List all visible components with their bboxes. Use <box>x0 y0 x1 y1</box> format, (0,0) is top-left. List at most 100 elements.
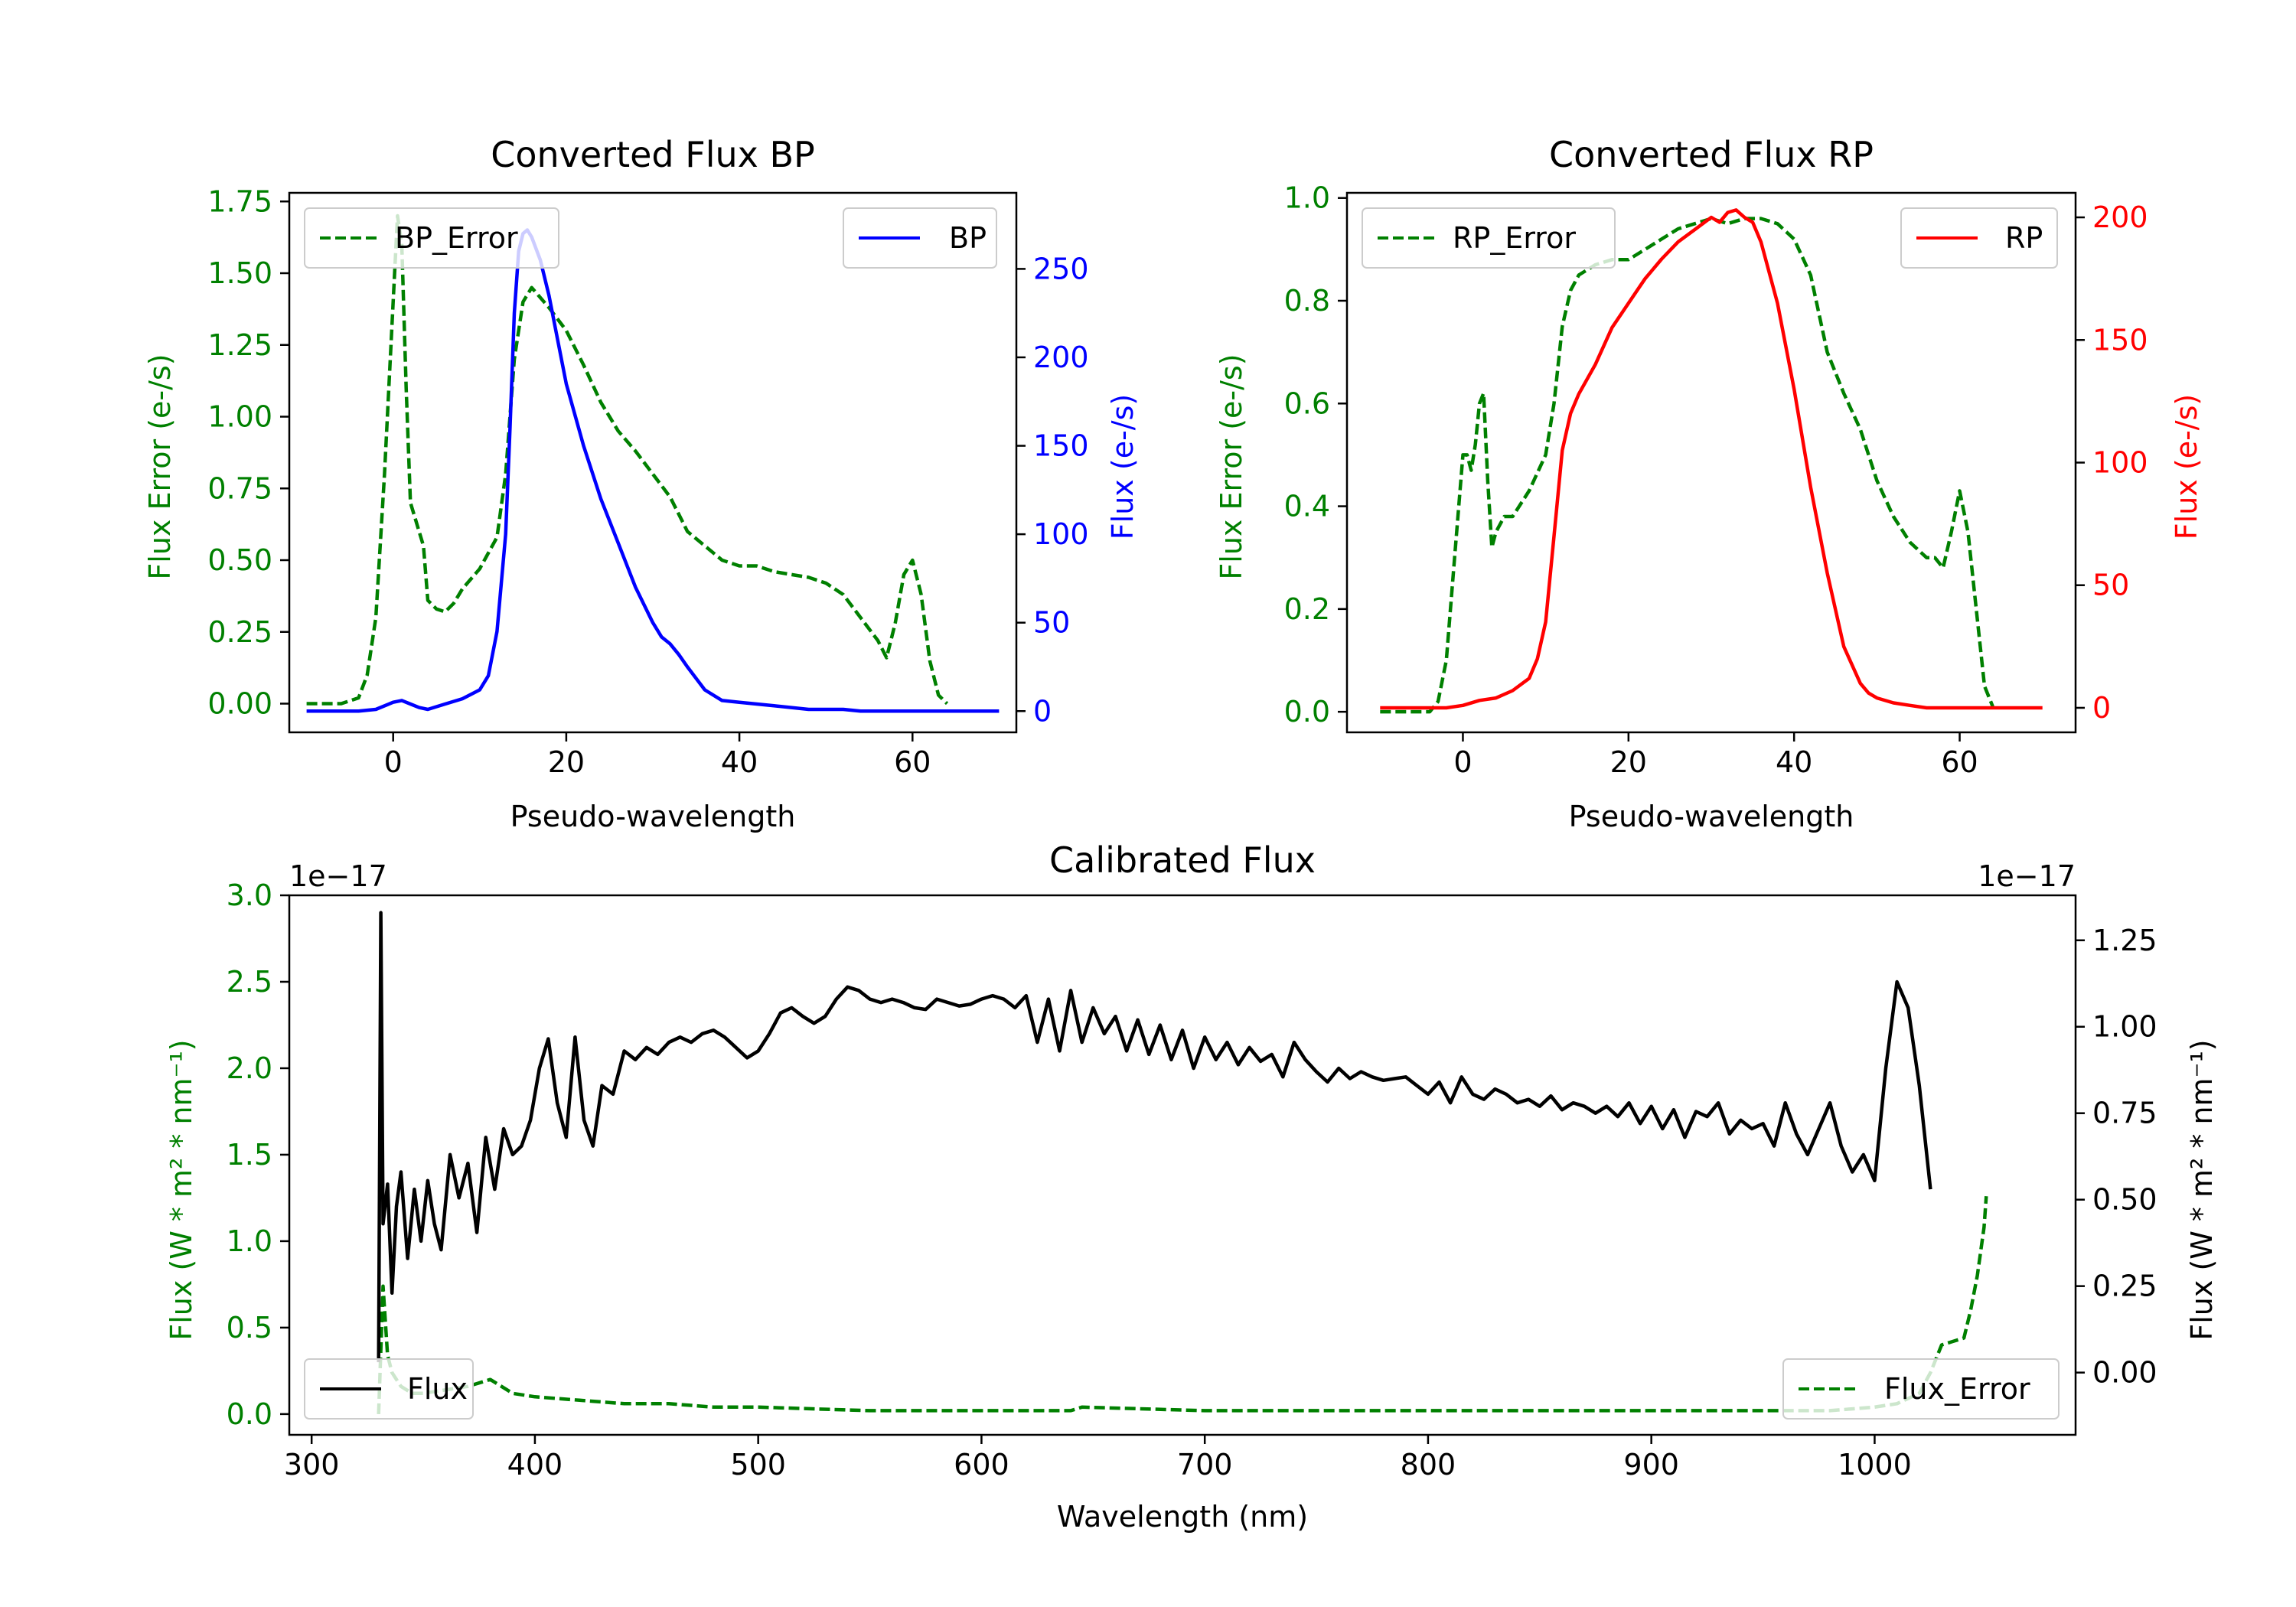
rp-legend-right-label: RP <box>2005 221 2043 255</box>
rp-xticks: 0 20 40 60 <box>1453 732 1978 779</box>
rp-yticks-right: 0 50 100 150 200 <box>2076 200 2148 725</box>
cal-xtick-label-5: 800 <box>1401 1448 1456 1482</box>
cal-xticks: 300 400 500 600 700 800 900 1000 <box>284 1435 1912 1482</box>
bp-xtick-label-1: 20 <box>548 745 585 779</box>
rp-ytick-left-label-5: 1.0 <box>1284 181 1330 215</box>
cal-xtick-label-6: 900 <box>1623 1448 1679 1482</box>
rp-xtick-label-3: 60 <box>1941 745 1978 779</box>
rp-ytick-right-label-4: 200 <box>2092 200 2148 234</box>
bp-legend-left-label: BP_Error <box>395 221 518 255</box>
cal-axes-frame <box>288 894 2077 1436</box>
rp-ytick-left-label-3: 0.6 <box>1284 386 1330 420</box>
rp-plot-area <box>1380 208 2043 714</box>
cal-xtick-label-0: 300 <box>284 1448 340 1482</box>
rp-flux-line <box>1380 208 2043 710</box>
bp-ytick-left-label-7: 1.75 <box>207 184 272 218</box>
bp-flux-line <box>306 228 1000 713</box>
bp-ytick-right-label-4: 200 <box>1033 341 1089 374</box>
bp-ytick-left-label-5: 1.25 <box>207 328 272 362</box>
cal-xlabel: Wavelength (nm) <box>1057 1500 1308 1534</box>
rp-ytick-left-label-2: 0.4 <box>1284 490 1330 523</box>
rp-ytick-right-label-2: 100 <box>2092 446 2148 480</box>
bp-ytick-left-label-4: 1.00 <box>207 400 272 434</box>
cal-ytick-left-label-6: 3.0 <box>227 878 272 912</box>
cal-xtick-label-7: 1000 <box>1838 1448 1912 1482</box>
cal-ytick-left-label-3: 1.5 <box>227 1138 272 1172</box>
cal-legend-right: Flux_Error <box>1782 1358 2060 1420</box>
cal-yticks-left: 0.0 0.5 1.0 1.5 2.0 2.5 3.0 <box>227 878 289 1431</box>
rp-ytick-left-label-0: 0.0 <box>1284 695 1330 729</box>
cal-xtick-label-3: 600 <box>954 1448 1009 1482</box>
bp-ytick-left-label-3: 0.75 <box>207 471 272 505</box>
bp-title: Converted Flux BP <box>491 134 815 175</box>
rp-ylabel-right: Flux (e-/s) <box>2170 394 2203 539</box>
cal-title: Calibrated Flux <box>1049 839 1316 881</box>
cal-ytick-left-label-4: 2.0 <box>227 1051 272 1085</box>
bp-ytick-left-label-6: 1.50 <box>207 256 272 290</box>
rp-ytick-left-label-1: 0.2 <box>1284 592 1330 626</box>
bp-error-line <box>306 214 949 706</box>
cal-ylabel-right: Flux (W * m² * nm⁻¹) <box>2185 1039 2219 1340</box>
rp-ylabel-left: Flux Error (e-/s) <box>1215 354 1248 579</box>
rp-ytick-left-label-4: 0.8 <box>1284 284 1330 318</box>
bp-xticks: 0 20 40 60 <box>384 732 931 779</box>
bp-xtick-label-2: 40 <box>721 745 758 779</box>
rp-xlabel: Pseudo-wavelength <box>1569 800 1854 833</box>
rp-legend-right-box <box>1900 207 2058 269</box>
bp-legend-right: BP <box>843 207 997 269</box>
cal-ytick-right-label-2: 0.50 <box>2092 1183 2157 1217</box>
rp-error-line <box>1380 217 1994 714</box>
bp-ytick-right-label-0: 0 <box>1033 694 1052 728</box>
rp-title: Converted Flux RP <box>1549 134 1874 175</box>
bp-legend-left: BP_Error <box>304 207 559 269</box>
cal-offset-left: 1e−17 <box>289 859 387 893</box>
cal-ylabel-left: Flux (W * m² * nm⁻¹) <box>165 1039 198 1340</box>
bp-ytick-left-label-1: 0.25 <box>207 615 272 649</box>
rp-ytick-right-label-1: 50 <box>2092 569 2129 602</box>
rp-yticks-left: 0.0 0.2 0.4 0.6 0.8 1.0 <box>1284 181 1347 729</box>
cal-ytick-right-label-1: 0.25 <box>2092 1270 2157 1303</box>
cal-xtick-label-1: 400 <box>507 1448 563 1482</box>
rp-ytick-right-label-3: 150 <box>2092 323 2148 357</box>
bp-ytick-left-label-0: 0.00 <box>207 687 272 721</box>
rp-legend-left-label: RP_Error <box>1453 221 1576 255</box>
bp-panel: Converted Flux BP Pseudo-wavelength Flux… <box>143 134 1140 833</box>
rp-legend-left: RP_Error <box>1362 207 1616 269</box>
bp-ylabel-right: Flux (e-/s) <box>1106 394 1140 539</box>
cal-ytick-right-label-4: 1.00 <box>2092 1010 2157 1044</box>
cal-ytick-left-label-5: 2.5 <box>227 965 272 999</box>
cal-ytick-left-label-0: 0.0 <box>227 1397 272 1431</box>
bp-xtick-label-0: 0 <box>384 745 403 779</box>
bp-legend-right-label: BP <box>949 221 987 255</box>
bp-ytick-right-label-1: 50 <box>1033 606 1070 640</box>
cal-flux-line <box>377 911 1932 1363</box>
cal-legend-left-label: Flux <box>407 1372 468 1406</box>
cal-yticks-right: 0.00 0.25 0.50 0.75 1.00 1.25 <box>2076 924 2157 1390</box>
bp-ytick-right-label-3: 150 <box>1033 429 1089 463</box>
bp-xtick-label-3: 60 <box>894 745 931 779</box>
bp-ytick-right-label-2: 100 <box>1033 517 1089 551</box>
cal-ytick-right-label-5: 1.25 <box>2092 924 2157 957</box>
bp-plot-area <box>306 214 1000 713</box>
rp-legend-right: RP <box>1900 207 2058 269</box>
cal-legend-left-box <box>304 1358 474 1420</box>
rp-xtick-label-0: 0 <box>1453 745 1472 779</box>
rp-panel: Converted Flux RP Pseudo-wavelength Flux… <box>1215 134 2203 833</box>
cal-xtick-label-2: 500 <box>730 1448 786 1482</box>
cal-xtick-label-4: 700 <box>1177 1448 1233 1482</box>
bp-axes-frame <box>288 191 1018 734</box>
cal-ytick-left-label-1: 0.5 <box>227 1311 272 1345</box>
calibrated-panel: Calibrated Flux 1e−17 1e−17 Wavelength (… <box>165 839 2219 1534</box>
rp-axes-frame <box>1345 191 2077 734</box>
cal-legend-right-label: Flux_Error <box>1884 1372 2030 1406</box>
bp-xlabel: Pseudo-wavelength <box>510 800 796 833</box>
bp-ylabel-left: Flux Error (e-/s) <box>143 354 177 579</box>
cal-ytick-right-label-0: 0.00 <box>2092 1356 2157 1390</box>
cal-legend-left: Flux <box>304 1358 474 1420</box>
rp-xtick-label-2: 40 <box>1776 745 1812 779</box>
rp-ytick-right-label-0: 0 <box>2092 691 2111 725</box>
bp-yticks-left: 0.00 0.25 0.50 0.75 1.00 1.25 1.50 1.75 <box>207 184 289 721</box>
cal-ytick-right-label-3: 0.75 <box>2092 1097 2157 1130</box>
rp-xtick-label-1: 20 <box>1610 745 1647 779</box>
